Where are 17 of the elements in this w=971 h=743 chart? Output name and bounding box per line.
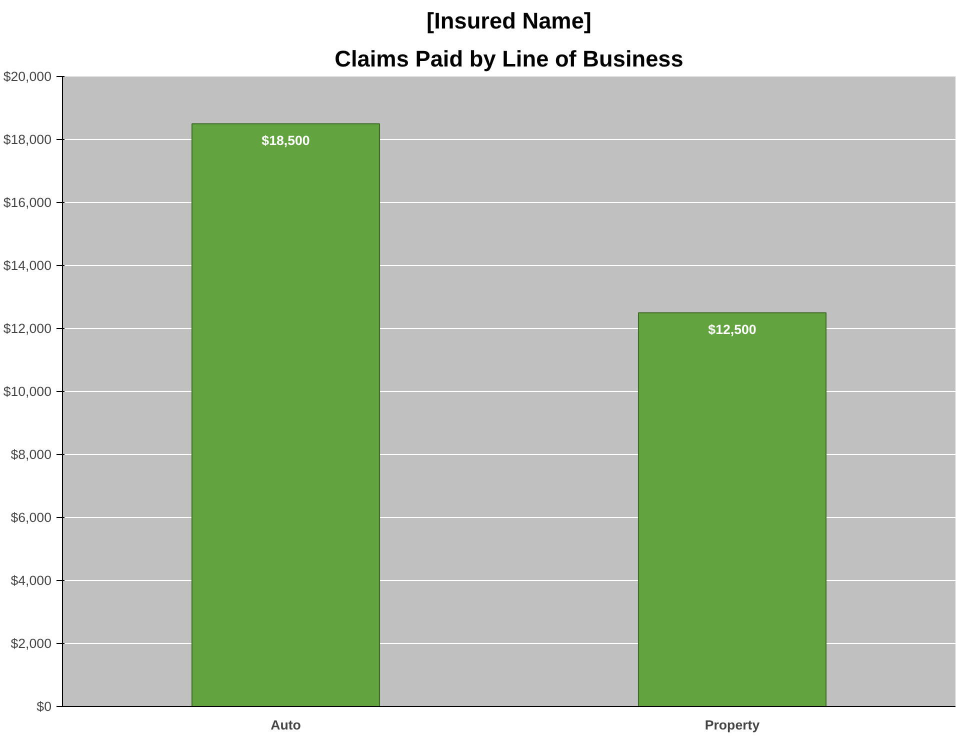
y-tick-label: $8,000 [10,447,52,462]
chart-subtitle: Claims Paid by Line of Business [334,46,684,72]
y-tick-label: $14,000 [3,258,52,273]
y-tick-label: $2,000 [10,636,52,651]
y-tick-label: $20,000 [3,69,52,84]
x-tick-label: Property [704,718,760,732]
y-tick-label: $6,000 [10,510,52,525]
y-tick-label: $18,000 [3,132,52,147]
y-tick-label: $16,000 [3,195,52,210]
data-label: $18,500 [262,132,310,148]
y-tick-label: $10,000 [3,384,52,399]
x-tick-label: Auto [270,718,301,732]
data-label: $12,500 [708,322,756,337]
y-tick-label: $0 [36,699,52,714]
y-tick-label: $12,000 [3,321,52,336]
chart-title: [Insured Name] [426,8,592,34]
y-tick-label: $4,000 [10,573,52,588]
